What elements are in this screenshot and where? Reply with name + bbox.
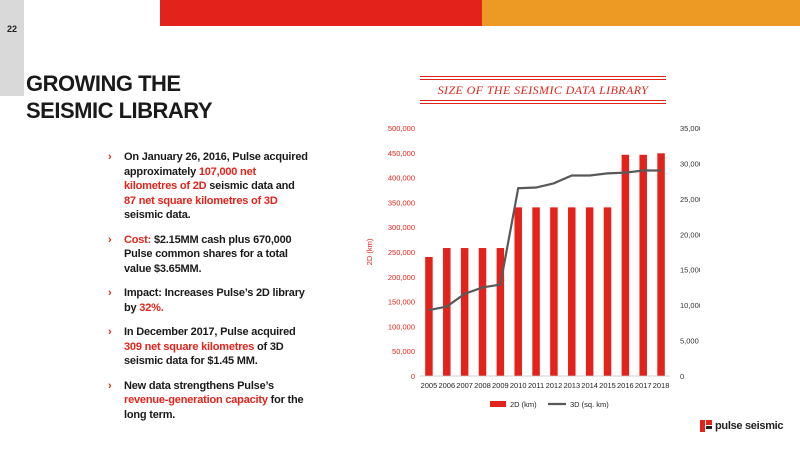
chevron-right-icon: › bbox=[108, 379, 112, 392]
header-red-bar bbox=[160, 0, 482, 26]
x-tick-label: 2017 bbox=[635, 381, 652, 390]
pulse-logo-icon bbox=[700, 420, 712, 432]
x-tick-label: 2008 bbox=[474, 381, 491, 390]
x-tick-label: 2009 bbox=[492, 381, 509, 390]
chevron-right-icon: › bbox=[108, 233, 112, 246]
bullet-item: › Impact: Increases Pulse’s 2D library by… bbox=[108, 286, 308, 315]
bullet-highlight: revenue-generation capacity bbox=[124, 394, 268, 406]
seismic-library-chart: 0 50,000 100,000 150,000 200,000 250,000 300,0… bbox=[365, 124, 700, 409]
y-tick-label: 300,000 bbox=[388, 223, 415, 232]
bullet-highlight: 87 net square kilometres of 3D bbox=[124, 194, 278, 207]
bar-2d bbox=[478, 248, 487, 376]
slide-title: GROWING THE SEISMIC LIBRARY bbox=[26, 70, 256, 124]
bullet-highlight: Cost: bbox=[124, 233, 154, 246]
legend-label-3d: 3D (sq. km) bbox=[570, 400, 609, 409]
bullet-highlight: 107,000 net kilometres of 2D bbox=[124, 165, 256, 193]
x-tick-label: 2014 bbox=[581, 381, 598, 390]
bar-2d bbox=[550, 207, 558, 376]
y2-tick-label: 15,000 bbox=[680, 266, 700, 275]
x-tick-label: 2016 bbox=[617, 381, 634, 390]
title-line-2: SEISMIC LIBRARY bbox=[26, 98, 213, 123]
y-tick-label: 200,000 bbox=[388, 273, 415, 282]
side-strip bbox=[0, 0, 24, 96]
y2-tick-label: 20,000 bbox=[680, 230, 700, 239]
bar-2d bbox=[532, 207, 540, 376]
bullet-text: for the long term. bbox=[124, 394, 304, 421]
line-3d bbox=[428, 169, 662, 312]
x-tick-label: 2012 bbox=[546, 381, 563, 390]
logo-text: pulse seismic bbox=[715, 420, 784, 432]
x-tick-label: 2013 bbox=[563, 381, 580, 390]
y-tick-label: 400,000 bbox=[388, 174, 415, 183]
header-orange-bar bbox=[482, 0, 800, 26]
bullet-text: On January 26, 2016, Pulse acquired appr… bbox=[124, 151, 308, 178]
bullet-item: › New data strengthens Pulse’s revenue-ge… bbox=[108, 379, 308, 423]
y-tick-label: 50,000 bbox=[392, 347, 415, 356]
bar-2d bbox=[639, 154, 647, 376]
bar-2d bbox=[460, 248, 469, 376]
chart-heading-rule-top bbox=[420, 76, 666, 80]
y-tick-label: 150,000 bbox=[388, 298, 415, 307]
bullet-list: › On January 26, 2016, Pulse acquired app… bbox=[108, 150, 308, 432]
bullet-text: New data strengthens Pulse’s bbox=[124, 379, 274, 392]
bullet-text: of 3D seismic data for $1.45 MM. bbox=[124, 340, 284, 368]
title-line-1: GROWING THE bbox=[26, 71, 181, 96]
bullet-item: › In December 2017, Pulse acquired 309 ne… bbox=[108, 325, 308, 369]
x-tick-label: 2018 bbox=[653, 381, 670, 390]
y-axis-label: 2D (km) bbox=[365, 238, 374, 265]
x-tick-label: 2015 bbox=[599, 381, 616, 390]
bar-2d bbox=[443, 248, 451, 376]
bar-2d bbox=[603, 207, 612, 376]
y-tick-label: 250,000 bbox=[388, 248, 415, 257]
chart-heading-block: SIZE OF THE SEISMIC DATA LIBRARY bbox=[420, 76, 666, 104]
bar-2d bbox=[657, 153, 665, 376]
x-tick-label: 2010 bbox=[510, 381, 527, 390]
bullet-item: › On January 26, 2016, Pulse acquired app… bbox=[108, 150, 308, 223]
bullet-text: Impact: Increases Pulse’s 2D library by bbox=[124, 287, 305, 314]
bar-2d bbox=[425, 256, 433, 376]
y-tick-label: 350,000 bbox=[388, 198, 415, 207]
bullet-text: In December 2017, Pulse acquired bbox=[124, 326, 296, 338]
y2-tick-label: 25,000 bbox=[680, 195, 700, 204]
y-tick-label: 100,000 bbox=[388, 322, 415, 331]
legend-label-2d: 2D (km) bbox=[510, 400, 537, 409]
y-tick-label: 450,000 bbox=[388, 149, 415, 158]
x-tick-label: 2006 bbox=[438, 381, 455, 390]
chart-heading: SIZE OF THE SEISMIC DATA LIBRARY bbox=[437, 83, 649, 97]
y2-tick-label: 0 bbox=[680, 372, 684, 381]
bar-2d bbox=[568, 207, 576, 376]
page-number: 22 bbox=[6, 24, 17, 34]
y-tick-label: 500,000 bbox=[388, 124, 415, 133]
bullet-item: › Cost: $2.15MM cash plus 670,000 Pulse c… bbox=[108, 233, 308, 277]
bar-2d bbox=[621, 154, 630, 376]
chevron-right-icon: › bbox=[108, 326, 112, 338]
pulse-seismic-logo: pulse seismic bbox=[700, 418, 784, 434]
y2-tick-label: 35,000 bbox=[680, 124, 700, 133]
x-tick-label: 2007 bbox=[456, 381, 473, 390]
bullet-text: seismic data and bbox=[206, 180, 295, 192]
bullet-highlight: 32%. bbox=[139, 301, 164, 314]
y2-tick-label: 10,000 bbox=[680, 301, 700, 310]
x-tick-label: 2005 bbox=[421, 381, 438, 390]
bar-2d bbox=[496, 248, 505, 376]
chart-heading-rule-bottom bbox=[420, 100, 666, 104]
chevron-right-icon: › bbox=[108, 287, 112, 299]
y2-tick-label: 5,000 bbox=[680, 337, 699, 346]
bullet-text: seismic data. bbox=[124, 209, 191, 221]
bullet-text: $2.15MM cash plus 670,000 Pulse common s… bbox=[124, 233, 292, 275]
bullet-highlight: 309 net square kilometres bbox=[124, 340, 255, 353]
y-tick-label: 0 bbox=[411, 372, 415, 381]
y2-tick-label: 30,000 bbox=[680, 159, 700, 168]
x-tick-label: 2011 bbox=[528, 381, 544, 390]
chevron-right-icon: › bbox=[108, 151, 112, 163]
bar-2d bbox=[514, 207, 522, 376]
bar-2d bbox=[585, 207, 594, 376]
legend-swatch-2d bbox=[490, 401, 506, 407]
